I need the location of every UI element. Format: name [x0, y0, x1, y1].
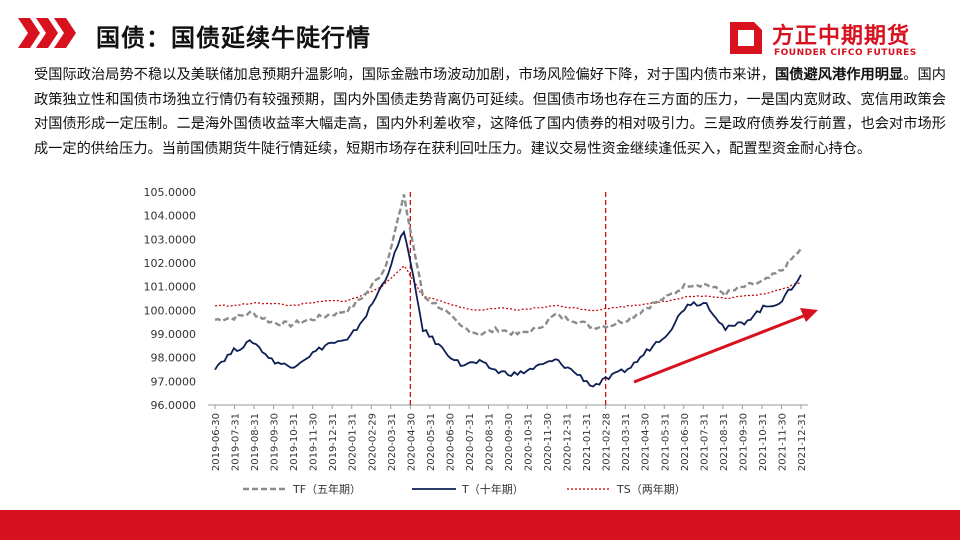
x-tick-label: 2021-11-30 — [777, 413, 788, 471]
logo-mark-icon — [730, 22, 764, 54]
analysis-paragraph: 受国际政治局势不稳以及美联储加息预期升温影响，国际金融市场波动加剧，市场风险偏好… — [34, 63, 946, 161]
x-tick-label: 2021-03-31 — [621, 413, 632, 471]
x-tick-label: 2021-02-28 — [602, 413, 613, 471]
company-logo: 方正中期期货 FOUNDER CIFCO FUTURES — [728, 18, 938, 62]
x-tick-label: 2020-05-31 — [426, 413, 437, 471]
y-tick-label: 97.0000 — [151, 375, 197, 388]
y-tick-label: 96.0000 — [151, 399, 197, 412]
x-tick-label: 2020-06-30 — [445, 413, 456, 471]
x-tick-label: 2021-08-31 — [719, 413, 730, 471]
y-tick-label: 98.0000 — [151, 352, 197, 365]
paragraph-highlight: 国债避风港作用明显 — [775, 67, 904, 83]
logo-english-name: FOUNDER CIFCO FUTURES — [774, 48, 917, 58]
x-tick-label: 2021-01-31 — [582, 413, 593, 471]
x-tick-label: 2021-04-30 — [641, 413, 652, 471]
y-tick-label: 99.0000 — [151, 328, 197, 341]
x-tick-label: 2019-11-30 — [309, 413, 320, 471]
y-tick-label: 101.0000 — [144, 281, 197, 294]
x-tick-label: 2020-08-31 — [484, 413, 495, 471]
legend-ts-label: TS（两年期） — [616, 482, 686, 496]
x-tick-label: 2021-05-31 — [660, 413, 671, 471]
x-tick-label: 2019-08-31 — [250, 413, 261, 471]
y-tick-label: 103.0000 — [144, 233, 197, 246]
x-tick-label: 2019-07-31 — [231, 413, 242, 471]
x-tick-label: 2019-09-30 — [270, 413, 281, 471]
header-chevron-icon — [18, 18, 76, 48]
x-tick-label: 2021-06-30 — [680, 413, 691, 471]
y-tick-label: 102.0000 — [144, 257, 197, 270]
y-tick-label: 105.0000 — [144, 186, 197, 199]
trend-arrow-icon — [633, 313, 807, 384]
x-tick-label: 2020-12-31 — [563, 413, 574, 471]
x-tick-label: 2020-01-31 — [348, 413, 359, 471]
x-tick-label: 2020-07-31 — [465, 413, 476, 471]
x-tick-label: 2021-10-31 — [758, 413, 769, 471]
logo-chinese-name: 方正中期期货 — [772, 24, 911, 49]
x-tick-label: 2019-12-31 — [328, 413, 339, 471]
x-tick-label: 2020-09-30 — [504, 413, 515, 471]
x-tick-label: 2019-10-31 — [289, 413, 300, 471]
x-tick-label: 2021-12-31 — [797, 413, 808, 471]
x-tick-label: 2019-06-30 — [211, 413, 222, 471]
ts-series-line — [214, 264, 802, 312]
footer-bar — [0, 510, 960, 540]
y-tick-label: 104.0000 — [144, 210, 197, 223]
tf-series-line — [214, 194, 802, 337]
t-series-line — [214, 230, 802, 388]
x-tick-label: 2020-03-31 — [387, 413, 398, 471]
footer-divider — [0, 508, 960, 510]
x-tick-label: 2021-09-30 — [738, 413, 749, 471]
x-tick-label: 2020-02-29 — [367, 413, 378, 471]
bond-futures-chart: 96.0000 97.0000 98.0000 99.0000 100.0000 101.… — [144, 186, 818, 496]
legend-tf-label: TF（五年期） — [292, 482, 361, 496]
x-tick-label: 2020-11-30 — [543, 413, 554, 471]
paragraph-text-2: 。国内政策独立性和国债市场独立行情仍有较强预期，国内外国债走势背离仍可延续。但国… — [34, 67, 946, 157]
x-tick-label: 2021-07-31 — [699, 413, 710, 471]
paragraph-text-1: 受国际政治局势不稳以及美联储加息预期升温影响，国际金融市场波动加剧，市场风险偏好… — [34, 67, 776, 83]
legend-t-label: T（十年期） — [461, 482, 524, 496]
page-title: 国债：国债延续牛陡行情 — [96, 24, 371, 52]
x-tick-label: 2020-04-30 — [406, 413, 417, 471]
trend-arrowhead-icon — [800, 308, 818, 322]
x-tick-label: 2020-10-31 — [524, 413, 535, 471]
y-tick-label: 100.0000 — [144, 304, 197, 317]
